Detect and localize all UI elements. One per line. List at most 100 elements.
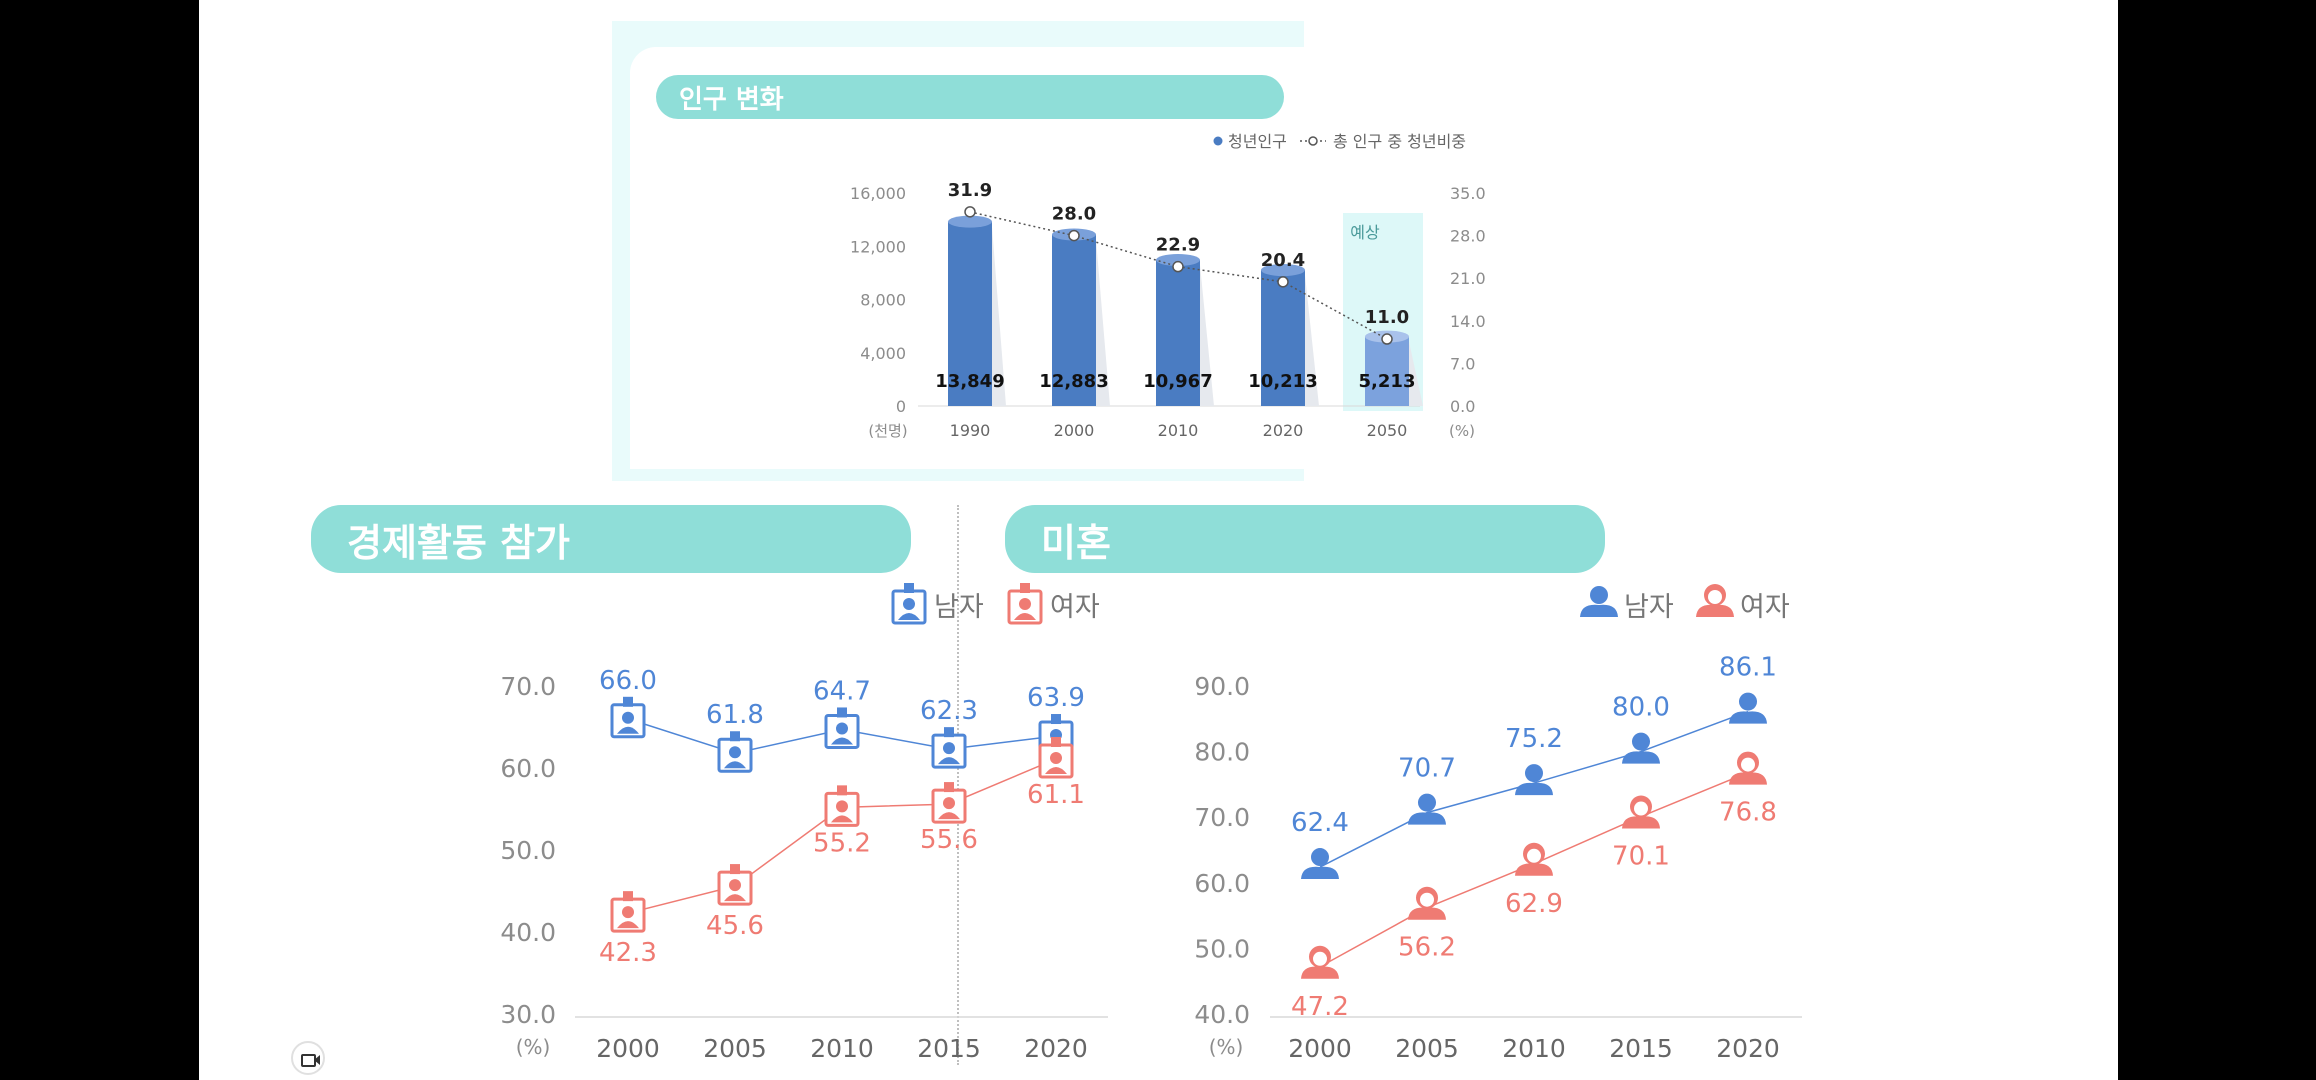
badge-clip bbox=[837, 707, 847, 718]
person-face bbox=[1634, 801, 1648, 816]
legend-female-label: 여자 bbox=[1740, 592, 1790, 623]
badge-head bbox=[622, 711, 634, 724]
male-value-label: 62.3 bbox=[920, 696, 978, 726]
person-head bbox=[1632, 732, 1650, 751]
male-value-label: 63.9 bbox=[1027, 683, 1085, 713]
badge-body bbox=[1014, 613, 1036, 620]
legend-bar-swatch bbox=[1213, 136, 1223, 146]
badge-head bbox=[943, 797, 955, 810]
id-badge-female-icon bbox=[1007, 583, 1043, 625]
y-tick-label: 80.0 bbox=[1194, 738, 1250, 767]
badge-body bbox=[724, 894, 746, 902]
x-tick-label: 2010 bbox=[1502, 1034, 1566, 1063]
badge-head bbox=[729, 879, 741, 892]
person-head bbox=[1311, 848, 1329, 867]
badge-body bbox=[831, 815, 853, 823]
badge-body bbox=[1045, 766, 1067, 774]
female-value-label: 42.3 bbox=[599, 938, 657, 968]
male-value-label: 80.0 bbox=[1612, 693, 1670, 723]
bar-value-label: 10,967 bbox=[1143, 371, 1212, 392]
person-head bbox=[1418, 793, 1436, 812]
x-tick-label: 2010 bbox=[810, 1034, 874, 1063]
ratio-point bbox=[1277, 276, 1289, 288]
person-male-icon bbox=[1301, 848, 1339, 880]
male-value-label: 75.2 bbox=[1505, 724, 1563, 754]
camera-icon[interactable] bbox=[291, 1041, 325, 1075]
ratio-value-label: 11.0 bbox=[1365, 307, 1409, 328]
ratio-value-label: 31.9 bbox=[948, 180, 992, 201]
x-tick-label: 2000 bbox=[1054, 421, 1095, 440]
badge-body bbox=[898, 613, 920, 620]
badge-clip bbox=[1020, 583, 1030, 593]
legend-line-marker bbox=[1308, 136, 1318, 146]
y-right-unit: (%) bbox=[1449, 422, 1475, 440]
y-tick-label: 40.0 bbox=[500, 918, 556, 947]
female-value-label: 62.9 bbox=[1505, 889, 1563, 919]
x-tick-label: 2015 bbox=[1609, 1034, 1673, 1063]
population-chart-title: 인구 변화 bbox=[656, 75, 1284, 119]
y-unit-label: (%) bbox=[1209, 1035, 1244, 1059]
female-value-label: 61.1 bbox=[1027, 780, 1085, 810]
legend-female-label: 여자 bbox=[1050, 592, 1100, 623]
x-tick-label: 1990 bbox=[950, 421, 991, 440]
badge-clip bbox=[944, 727, 954, 738]
female-value-label: 76.8 bbox=[1719, 798, 1777, 828]
badge-head bbox=[836, 800, 848, 813]
legend-male-label: 남자 bbox=[934, 592, 984, 623]
person-body bbox=[1622, 751, 1660, 764]
badge-clip bbox=[837, 785, 847, 796]
male-value-label: 64.7 bbox=[813, 676, 871, 706]
x-tick-label: 2010 bbox=[1158, 421, 1199, 440]
person-body bbox=[1696, 604, 1734, 617]
badge-clip bbox=[623, 891, 633, 902]
id-badge-male-icon bbox=[610, 696, 646, 739]
bar-value-label: 5,213 bbox=[1359, 371, 1416, 392]
y-right-tick-label: 7.0 bbox=[1450, 354, 1475, 373]
ratio-point bbox=[964, 206, 976, 218]
bar-value-label: 10,213 bbox=[1248, 371, 1317, 392]
person-face bbox=[1313, 951, 1327, 966]
y-right-tick-label: 28.0 bbox=[1450, 227, 1486, 246]
badge-body bbox=[831, 737, 853, 745]
bar-value-label: 12,883 bbox=[1039, 371, 1108, 392]
x-tick-label: 2020 bbox=[1024, 1034, 1088, 1063]
person-male-icon bbox=[1729, 692, 1767, 724]
badge-head bbox=[1019, 598, 1031, 610]
male-value-label: 70.7 bbox=[1398, 754, 1456, 784]
y-right-tick-label: 35.0 bbox=[1450, 184, 1486, 203]
unmarried-chart-title: 미혼 bbox=[1005, 505, 1605, 573]
badge-head bbox=[729, 746, 741, 759]
y-left-tick-label: 12,000 bbox=[850, 237, 906, 256]
x-tick-label: 2000 bbox=[596, 1034, 660, 1063]
ratio-point bbox=[1381, 333, 1393, 345]
person-body bbox=[1515, 782, 1553, 796]
badge-head bbox=[1050, 751, 1062, 764]
y-right-tick-label: 21.0 bbox=[1450, 269, 1486, 288]
badge-body bbox=[938, 812, 960, 820]
badge-clip bbox=[904, 583, 914, 593]
person-male-icon bbox=[1515, 764, 1553, 796]
id-badge-female-icon bbox=[717, 864, 753, 906]
badge-clip bbox=[623, 696, 633, 707]
y-left-tick-label: 0 bbox=[896, 397, 906, 416]
person-body bbox=[1729, 711, 1767, 724]
bar-shadow bbox=[1305, 275, 1319, 406]
bar bbox=[1261, 270, 1305, 406]
person-male-icon bbox=[1580, 586, 1618, 617]
ratio-point bbox=[1172, 260, 1184, 273]
female-value-label: 45.6 bbox=[706, 911, 764, 941]
bar-top bbox=[948, 215, 992, 228]
bar-shadow bbox=[1200, 265, 1214, 406]
y-left-tick-label: 16,000 bbox=[850, 184, 906, 203]
person-male-icon bbox=[1622, 732, 1660, 764]
person-body bbox=[1729, 772, 1767, 785]
person-female-icon bbox=[1515, 842, 1553, 876]
bar-top bbox=[1261, 264, 1305, 277]
person-body bbox=[1408, 812, 1446, 825]
badge-clip bbox=[730, 864, 740, 875]
person-face bbox=[1708, 590, 1722, 604]
female-value-label: 47.2 bbox=[1291, 992, 1349, 1022]
y-left-tick-label: 8,000 bbox=[860, 291, 906, 310]
person-face bbox=[1527, 848, 1541, 863]
